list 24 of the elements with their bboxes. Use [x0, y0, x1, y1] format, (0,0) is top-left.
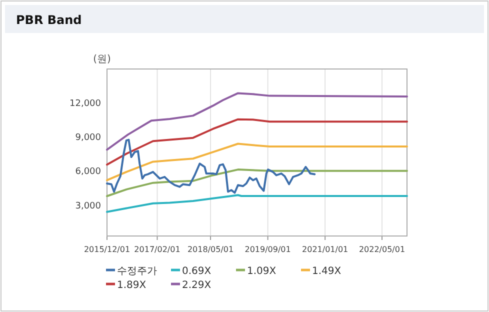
line-series — [106, 142, 408, 182]
line-series — [106, 194, 408, 213]
y-tick-label: 6,000 — [75, 167, 102, 178]
legend-label: 1.09X — [247, 266, 276, 277]
legend-label: 1.89X — [117, 280, 146, 291]
line-series — [106, 92, 408, 151]
line-series — [106, 118, 408, 166]
x-tick-label: 2022/05/01 — [358, 245, 406, 254]
line-series — [106, 168, 408, 198]
y-tick-label: 3,000 — [75, 201, 102, 212]
legend-label: 2.29X — [182, 280, 212, 291]
y-axis-title: (원) — [93, 54, 111, 65]
x-tick-label: 2021/01/01 — [302, 245, 348, 254]
x-tick-label: 2019/09/01 — [244, 245, 291, 254]
y-tick-label: 12,000 — [70, 99, 102, 110]
y-tick-label: 9,000 — [75, 133, 102, 144]
chart-title: PBR Band — [16, 13, 82, 27]
legend-label: 0.69X — [182, 266, 212, 277]
legend-label: 1.49X — [312, 266, 342, 277]
x-tick-label: 2018/05/01 — [187, 245, 234, 254]
x-tick-label: 2017/02/01 — [134, 245, 180, 254]
legend-label: 수정주가 — [117, 266, 157, 277]
line-series — [106, 138, 316, 194]
x-tick-label: 2015/12/01 — [84, 245, 130, 254]
